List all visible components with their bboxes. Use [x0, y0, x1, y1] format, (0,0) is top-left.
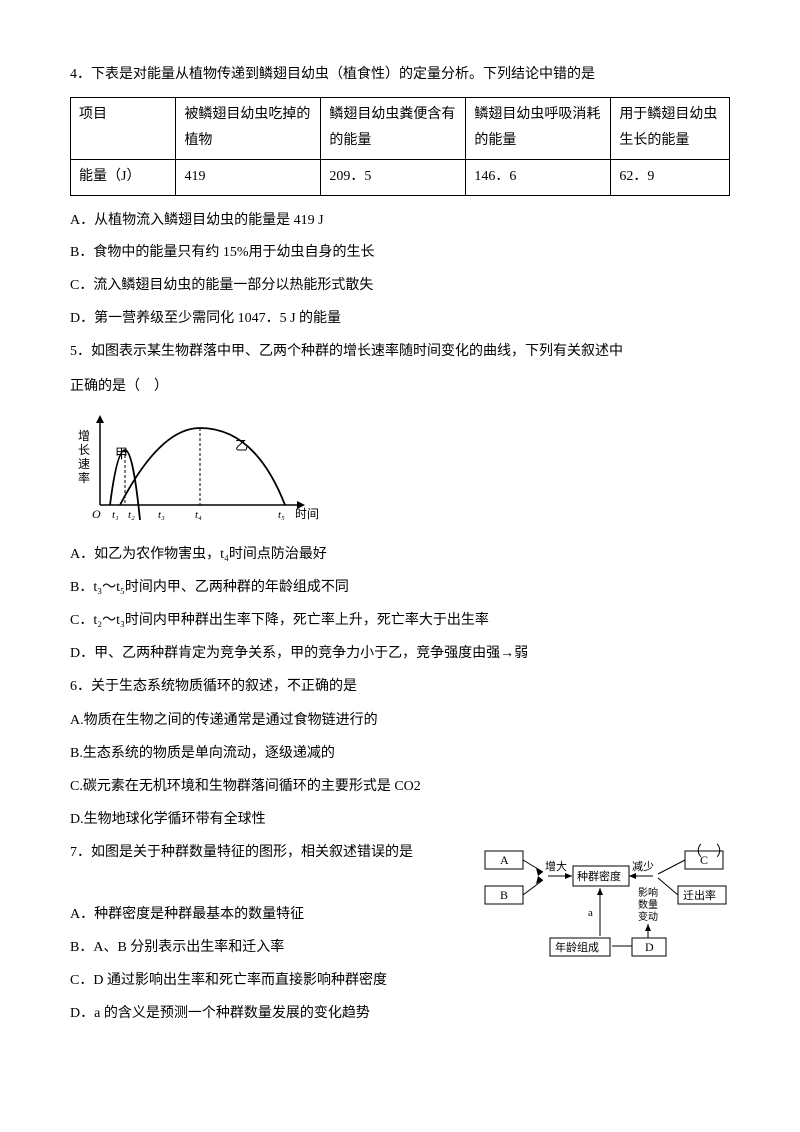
- d7-boxB: B: [500, 888, 508, 902]
- q6-optB: B.生态系统的物质是单向流动，逐级递减的: [70, 739, 730, 770]
- q4-td4: 62．9: [611, 159, 730, 195]
- q4-th3: 鳞翅目幼虫呼吸消耗的能量: [466, 97, 611, 159]
- q5-chart: 增 长 速 率 O 甲 乙 t₁ t₂ t₃ t₄ t₅ 时间: [70, 410, 730, 530]
- q5-stem1: 5．如图表示某生物群落中甲、乙两个种群的增长速率随时间变化的曲线，下列有关叙述中: [70, 337, 730, 368]
- q4-td0: 能量（J）: [71, 159, 176, 195]
- q4-optB: B．食物中的能量只有约 15%用于幼虫自身的生长: [70, 238, 730, 269]
- d7-boxA: A: [500, 853, 509, 867]
- d7-age: 年龄组成: [555, 940, 599, 954]
- q5-t3: t₃: [158, 509, 165, 521]
- q5-t1: t₁: [112, 509, 119, 521]
- d7-note1: 影响: [638, 886, 658, 899]
- q4-table: 项目 被鳞翅目幼虫吃掉的植物 鳞翅目幼虫粪便含有的能量 鳞翅目幼虫呼吸消耗的能量…: [70, 97, 730, 196]
- d7-left: 增大: [545, 859, 567, 873]
- q6-stem: 6．关于生态系统物质循环的叙述，不正确的是: [70, 672, 730, 703]
- q7-optD: D．a 的含义是预测一个种群数量发展的变化趋势: [70, 999, 730, 1030]
- q4-optC: C．流入鳞翅目幼虫的能量一部分以热能形式散失: [70, 271, 730, 302]
- q5-ylabel-1: 增: [78, 429, 90, 443]
- q5-origin: O: [92, 507, 101, 521]
- q5-curve2-label: 乙: [235, 438, 248, 453]
- d7-a: a: [588, 907, 593, 919]
- q6-optC: C.碳元素在无机环境和生物群落间循环的主要形式是 CO2: [70, 772, 730, 803]
- q4-td3: 146．6: [466, 159, 611, 195]
- q5-optC: C．t₂～t₃时间内甲种群出生率下降，死亡率上升，死亡率大于出生率: [70, 606, 730, 637]
- q4-stem: 4．下表是对能量从植物传递到鳞翅目幼虫（植食性）的定量分析。下列结论中错的是: [70, 60, 730, 91]
- q4-td1: 419: [176, 159, 321, 195]
- q5-xlabel: 时间: [295, 507, 319, 521]
- d7-emigrate: 迁出率: [683, 888, 716, 902]
- q5-curve1-label: 甲: [115, 446, 128, 461]
- d7-note3: 变动: [638, 910, 658, 923]
- q4-th0: 项目: [71, 97, 176, 159]
- q4-th2: 鳞翅目幼虫粪便含有的能量: [321, 97, 466, 159]
- q4-optA: A．从植物流入鳞翅目幼虫的能量是 419 J: [70, 206, 730, 237]
- q5-t4: t₄: [195, 509, 202, 521]
- q5-ylabel-2: 长: [78, 443, 90, 457]
- q5-t2: t₂: [128, 509, 135, 521]
- q7-diagram: A B 增大 种群密度 减少 C 迁出率: [480, 846, 730, 966]
- q4-th4: 用于鳞翅目幼虫生长的能量: [611, 97, 730, 159]
- d7-note2: 数量: [638, 898, 658, 911]
- d7-boxD: D: [645, 940, 654, 954]
- q4-th1: 被鳞翅目幼虫吃掉的植物: [176, 97, 321, 159]
- q5-optB: B．t₃～t₅时间内甲、乙两种群的年龄组成不同: [70, 573, 730, 604]
- q6-optD: D.生物地球化学循环带有全球性: [70, 805, 730, 836]
- q5-optD: D．甲、乙两种群肯定为竞争关系，甲的竞争力小于乙，竞争强度由强→弱: [70, 639, 730, 670]
- d7-right: 减少: [632, 860, 654, 873]
- q5-stem2: 正确的是（ ）: [70, 372, 730, 403]
- q5-ylabel-4: 率: [78, 470, 90, 485]
- q6-optA: A.物质在生物之间的传递通常是通过食物链进行的: [70, 706, 730, 737]
- q7-optC: C．D 通过影响出生率和死亡率而直接影响种群密度: [70, 966, 730, 997]
- q4-optD: D．第一营养级至少需同化 1047．5 J 的能量: [70, 304, 730, 335]
- q5-ylabel-3: 速: [78, 457, 90, 471]
- d7-boxC: C: [700, 853, 708, 867]
- q7-stem: 7．如图是关于种群数量特征的图形，相关叙述错误的是: [70, 838, 413, 869]
- d7-center: 种群密度: [577, 869, 621, 883]
- q4-td2: 209．5: [321, 159, 466, 195]
- q5-optA: A．如乙为农作物害虫，t₄时间点防治最好: [70, 540, 730, 571]
- q5-t5: t₅: [278, 509, 285, 521]
